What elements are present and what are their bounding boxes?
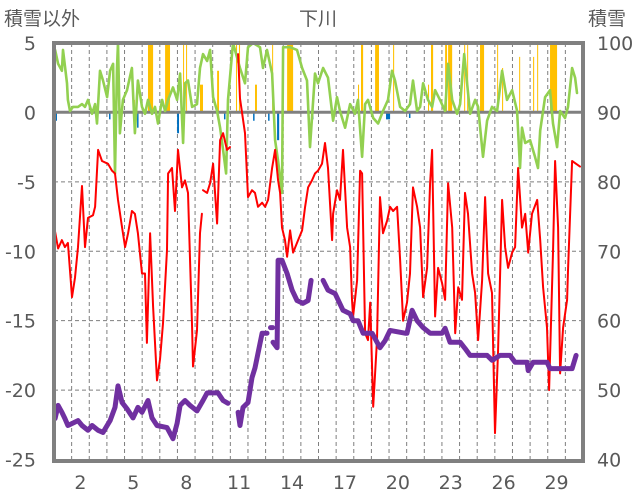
red-series-line [202,132,231,225]
snow-depth-series-line [320,277,579,374]
right-axis-title: 積雪 [588,8,626,30]
right-y-tick-label: 60 [597,311,621,333]
left-axis-title: 積雪以外 [4,8,80,30]
precipitation-bar [255,84,257,113]
right-y-tick-label: 100 [597,33,633,55]
precipitation-bar [287,43,294,113]
precipitation-bar [183,43,185,113]
negative-bar [177,112,180,134]
precipitation-bar [550,43,558,113]
right-y-tick-label: 80 [597,172,621,194]
right-y-tick-label: 70 [597,241,621,263]
snow-depth-series-line [54,383,231,442]
chart-title: 下川 [299,8,337,30]
precipitation-bar [502,67,504,113]
precipitation-bar [360,43,364,113]
negative-bar [109,112,111,120]
precipitation-bar [497,43,499,113]
negative-bar [55,112,57,121]
precipitation-bar [186,43,188,113]
precipitation-bar [533,56,535,113]
precipitation-bar [464,43,466,113]
x-tick-label: 5 [127,472,139,494]
snow-depth-series-line [270,257,314,351]
left-y-tick-label: -25 [5,450,36,472]
red-series-line [237,53,581,435]
x-tick-label: 20 [386,472,410,494]
left-y-tick-label: 5 [24,33,36,55]
precipitation-bar [519,56,521,113]
right-y-tick-label: 40 [597,450,621,472]
precipitation-bar [357,84,360,113]
snow-depth-series-line [235,330,270,428]
negative-bar [386,112,391,120]
precipitation-bar [217,70,220,113]
x-tick-label: 8 [180,472,192,494]
left-y-tick-label: -5 [17,172,36,194]
negative-bar [253,112,255,121]
precipitation-bar [165,43,171,113]
plot-frame [52,41,585,463]
negative-bar [408,112,411,118]
left-y-tick-label: -20 [5,380,36,402]
precipitation-bar [200,84,204,113]
negative-bar [268,112,270,121]
precipitation-bar [147,43,154,113]
right-y-tick-label: 50 [597,380,621,402]
negative-bar [277,112,280,141]
left-y-tick-label: 0 [24,102,36,124]
x-tick-label: 26 [492,472,516,494]
x-tick-label: 2 [74,472,86,494]
x-tick-label: 29 [544,472,568,494]
bars [55,43,558,141]
left-y-tick-label: -15 [5,311,36,333]
green-series-line [54,43,579,195]
precipitation-bar [235,43,238,113]
x-tick-label: 14 [280,472,304,494]
x-tick-label: 17 [333,472,357,494]
series-lines [54,43,581,442]
precipitation-bar [431,43,434,113]
precipitation-bar [480,43,485,113]
x-tick-label: 23 [439,472,463,494]
negative-bar [137,112,139,128]
precipitation-bar [375,43,379,113]
red-series-line [54,148,203,382]
left-y-tick-label: -10 [5,241,36,263]
right-y-tick-label: 90 [597,102,621,124]
x-tick-label: 11 [227,472,251,494]
negative-bar [223,112,226,120]
precipitation-bar [537,43,539,113]
